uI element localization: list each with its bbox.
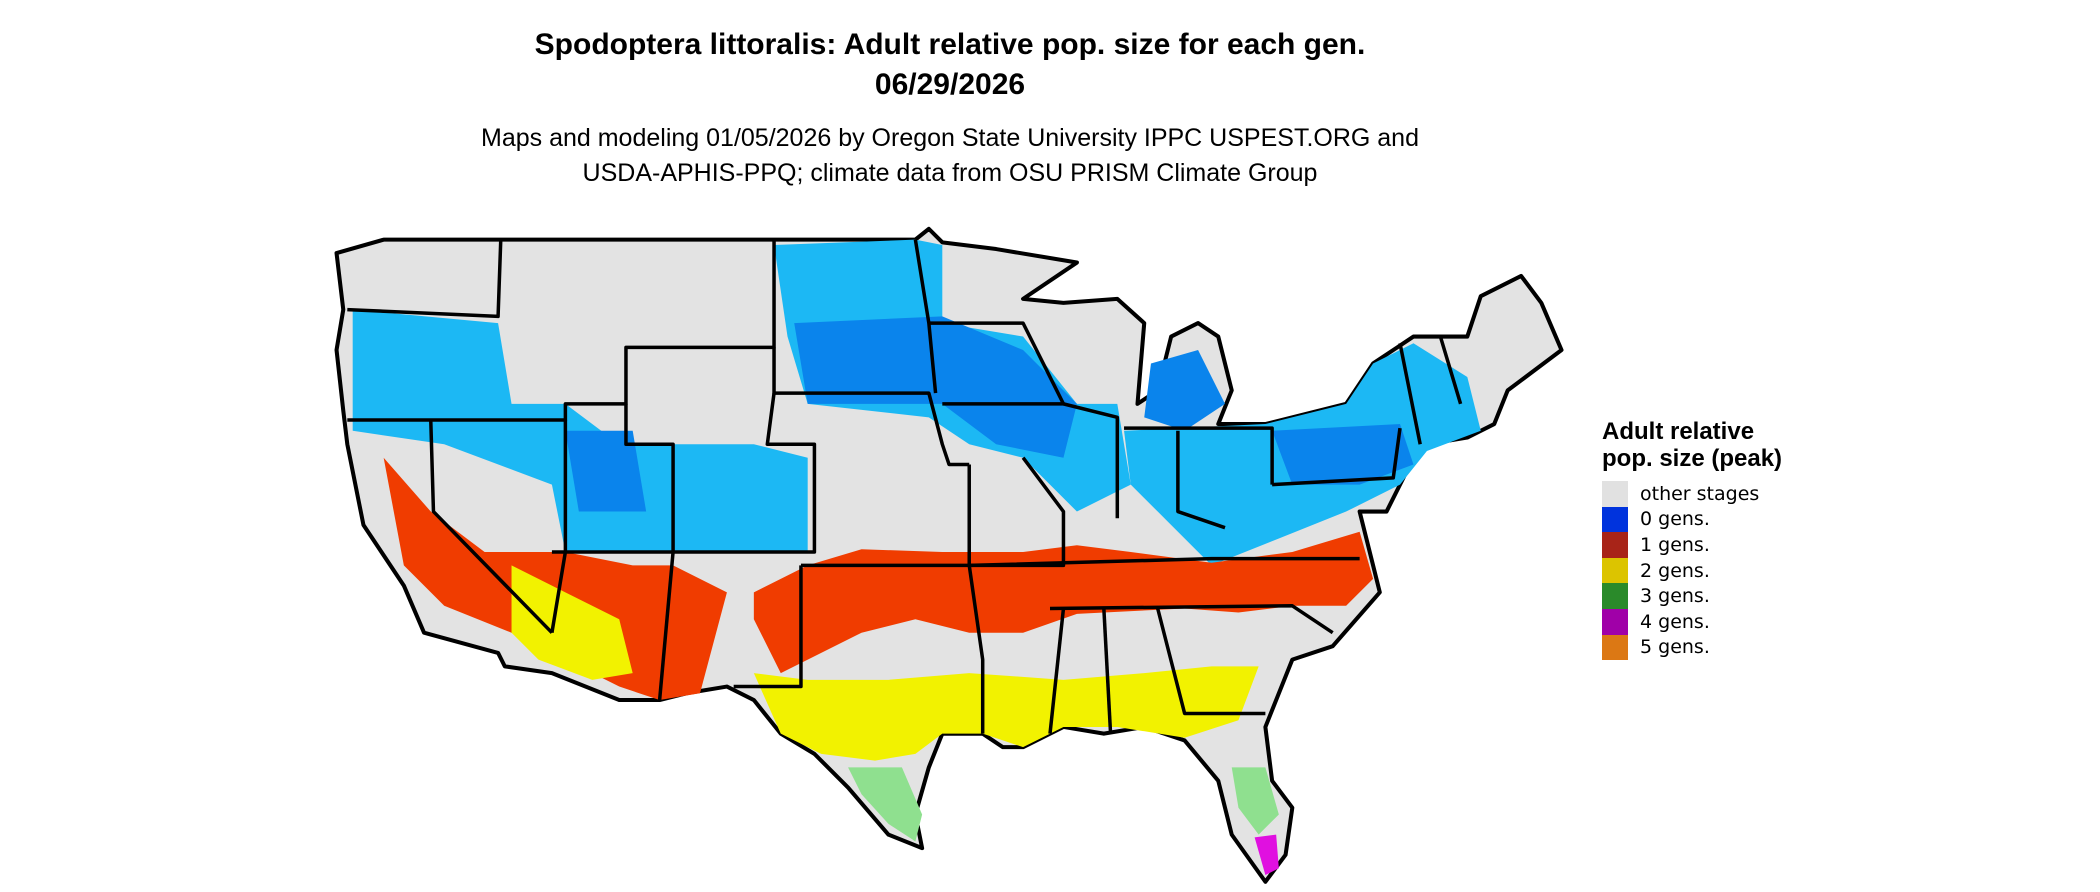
- legend: Adult relative pop. size (peak) other st…: [1602, 418, 1802, 661]
- legend-swatch: [1602, 481, 1628, 507]
- zone-yellow-arizona: [511, 565, 633, 680]
- subtitle-line-2: USDA-APHIS-PPQ; climate data from OSU PR…: [582, 159, 1318, 187]
- legend-item: 4 gens.: [1602, 608, 1802, 635]
- zone-green-florida: [1231, 767, 1279, 835]
- zone-red-southwest: [383, 457, 727, 701]
- legend-title: Adult relative pop. size (peak): [1602, 418, 1783, 472]
- legend-item: 0 gens.: [1602, 506, 1802, 533]
- zone-mid-blue-northeast: [1272, 424, 1414, 485]
- zone-mid-blue-michigan: [1144, 350, 1225, 431]
- legend-label: 3 gens.: [1640, 585, 1710, 608]
- legend-label: 1 gens.: [1640, 533, 1710, 556]
- legend-item: 2 gens.: [1602, 557, 1802, 584]
- legend-swatch: [1602, 557, 1628, 584]
- legend-swatch: [1602, 608, 1628, 635]
- zone-yellow-gulf: [753, 666, 1259, 761]
- state-borders: [347, 239, 1463, 734]
- legend-label: 4 gens.: [1640, 610, 1710, 633]
- legend-item: 1 gens.: [1602, 532, 1802, 558]
- legend-item: 3 gens.: [1602, 583, 1802, 609]
- legend-item: 5 gens.: [1602, 634, 1802, 661]
- map-title: Spodoptera littoralis: Adult relative po…: [534, 28, 1366, 61]
- legend-label: 2 gens.: [1640, 559, 1710, 582]
- legend-label: other stages: [1640, 482, 1760, 505]
- legend-swatch: [1602, 506, 1628, 533]
- subtitle-line-1: Maps and modeling 01/05/2026 by Oregon S…: [481, 124, 1419, 152]
- legend-swatch: [1602, 532, 1628, 558]
- zone-magenta-florida: [1254, 834, 1279, 876]
- legend-label: 5 gens.: [1640, 636, 1710, 659]
- map-date: 06/29/2026: [874, 68, 1026, 101]
- zone-green-texas: [848, 767, 923, 842]
- zone-mid-blue-utah: [565, 430, 647, 512]
- legend-swatch: [1602, 583, 1628, 609]
- legend-label: 0 gens.: [1640, 508, 1710, 531]
- legend-item: other stages: [1602, 481, 1802, 507]
- legend-swatch: [1602, 634, 1628, 661]
